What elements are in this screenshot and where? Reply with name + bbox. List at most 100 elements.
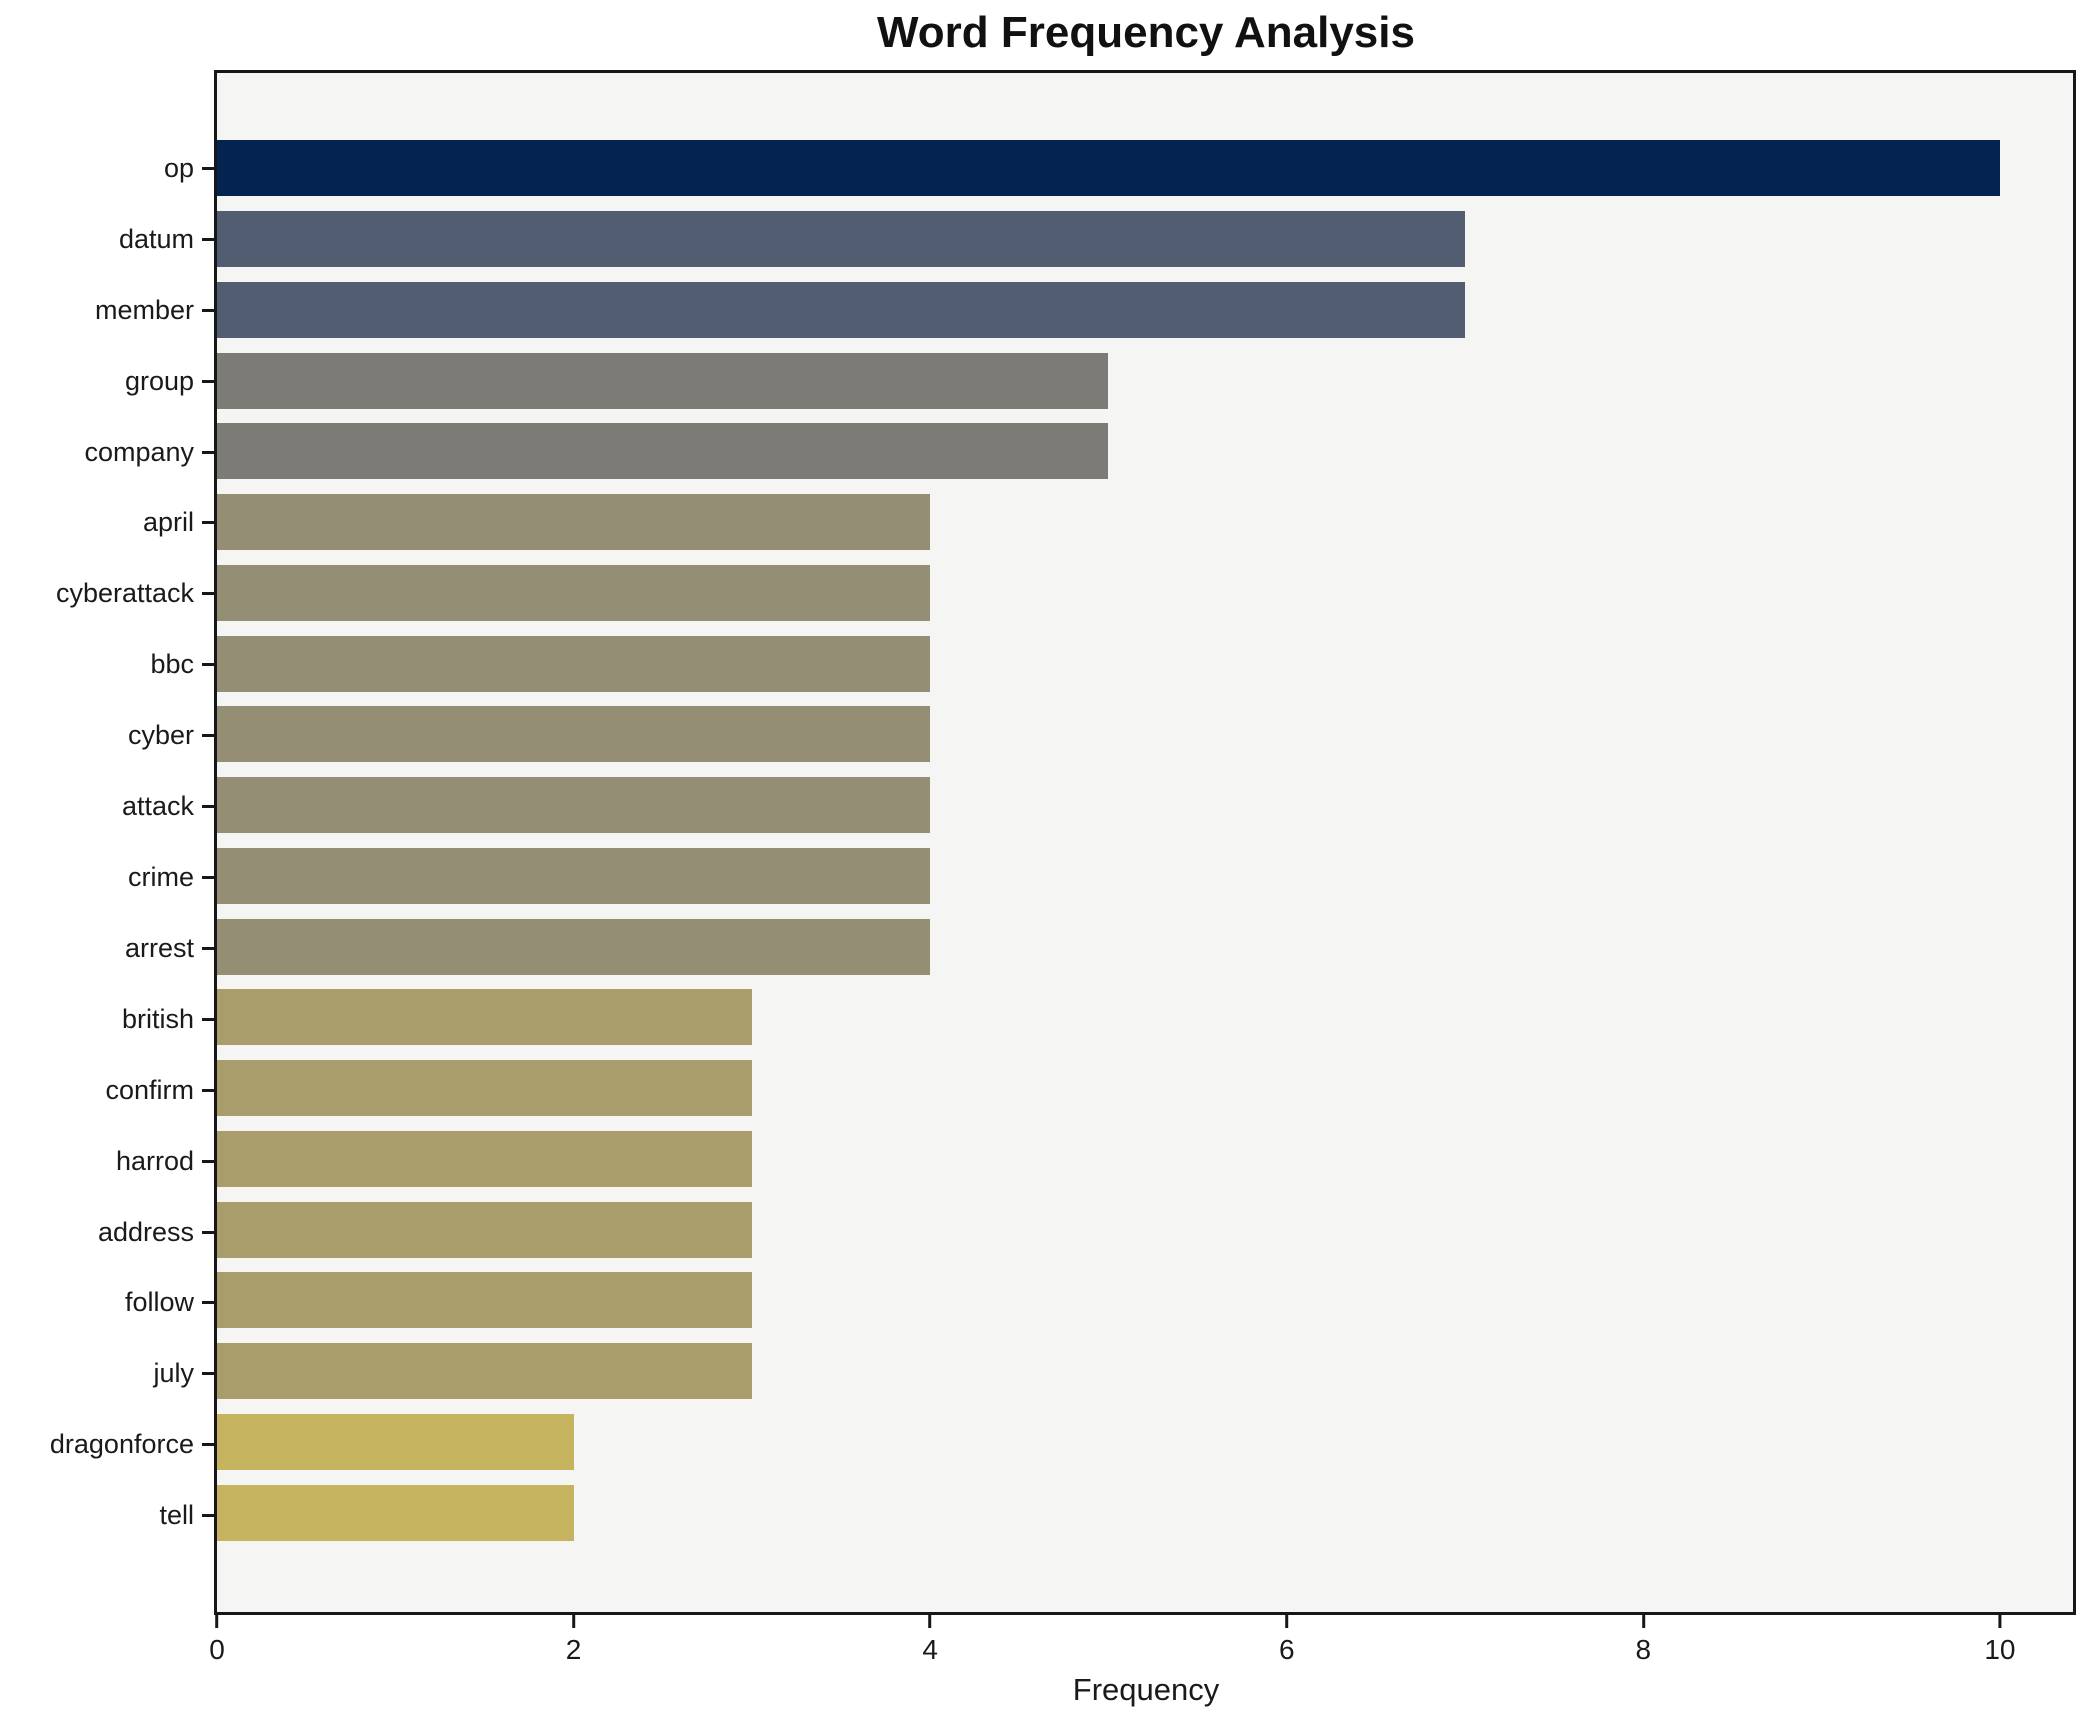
ytick-row-british: british bbox=[0, 984, 214, 1055]
bar-crime bbox=[217, 847, 931, 904]
ytick-row-july: july bbox=[0, 1338, 214, 1409]
bar-address bbox=[217, 1201, 752, 1258]
bar-row-arrest bbox=[217, 911, 2073, 982]
bar-row-british bbox=[217, 982, 2073, 1053]
ytick-mark bbox=[202, 1159, 214, 1163]
ytick-row-group: group bbox=[0, 346, 214, 417]
ytick-label-op: op bbox=[163, 152, 194, 183]
bar-datum bbox=[217, 211, 1466, 268]
bars-region bbox=[217, 133, 2073, 1548]
bar-april bbox=[217, 494, 931, 551]
ytick-mark bbox=[202, 663, 214, 667]
ytick-label-british: british bbox=[121, 1003, 194, 1034]
ytick-row-bbc: bbc bbox=[0, 629, 214, 700]
xtick-6: 6 bbox=[1279, 1615, 1295, 1666]
chart-title: Word Frequency Analysis bbox=[877, 8, 1415, 57]
bar-row-july bbox=[217, 1336, 2073, 1407]
ytick-label-company: company bbox=[84, 436, 194, 467]
bar-row-address bbox=[217, 1194, 2073, 1265]
ytick-label-group: group bbox=[124, 365, 194, 396]
bar-arrest bbox=[217, 918, 931, 975]
bar-tell bbox=[217, 1484, 574, 1541]
bar-row-crime bbox=[217, 841, 2073, 912]
ytick-label-harrod: harrod bbox=[115, 1145, 194, 1176]
bar-row-confirm bbox=[217, 1053, 2073, 1124]
ytick-mark bbox=[202, 1088, 214, 1092]
ytick-mark bbox=[202, 308, 214, 312]
xtick-label-0: 0 bbox=[209, 1634, 225, 1665]
xtick-label-10: 10 bbox=[1984, 1634, 2016, 1665]
ytick-label-attack: attack bbox=[121, 791, 194, 822]
bar-harrod bbox=[217, 1130, 752, 1187]
ytick-mark bbox=[202, 1443, 214, 1447]
bar-row-cyberattack bbox=[217, 558, 2073, 629]
xtick-label-4: 4 bbox=[922, 1634, 938, 1665]
x-axis-ticks: 0 2 4 6 8 10 bbox=[209, 1615, 2073, 1685]
xtick-label-2: 2 bbox=[565, 1634, 582, 1665]
bar-group bbox=[217, 352, 1109, 409]
ytick-mark bbox=[202, 450, 214, 454]
xtick-mark bbox=[1998, 1615, 2002, 1628]
bar-row-op bbox=[217, 133, 2073, 204]
bar-cyber bbox=[217, 706, 931, 763]
ytick-row-op: op bbox=[0, 133, 214, 204]
ytick-label-crime: crime bbox=[128, 862, 194, 893]
bar-confirm bbox=[217, 1060, 752, 1117]
ytick-row-confirm: confirm bbox=[0, 1055, 214, 1126]
ytick-label-follow: follow bbox=[124, 1287, 194, 1318]
ytick-label-april: april bbox=[142, 507, 194, 538]
bar-company bbox=[217, 423, 1109, 480]
ytick-mark bbox=[202, 1230, 214, 1234]
xtick-4: 4 bbox=[922, 1615, 938, 1666]
ytick-mark bbox=[202, 379, 214, 383]
ytick-row-april: april bbox=[0, 488, 214, 559]
ytick-row-datum: datum bbox=[0, 204, 214, 275]
y-axis-tick-labels: op datum member group company april cyberattac… bbox=[0, 133, 214, 1551]
ytick-label-bbc: bbc bbox=[150, 649, 194, 680]
ytick-row-attack: attack bbox=[0, 771, 214, 842]
bar-cyberattack bbox=[217, 564, 931, 621]
ytick-row-arrest: arrest bbox=[0, 913, 214, 984]
xtick-mark bbox=[215, 1615, 219, 1628]
bar-row-tell bbox=[217, 1477, 2073, 1548]
bar-july bbox=[217, 1343, 752, 1400]
bar-dragonforce bbox=[217, 1413, 574, 1470]
bar-row-dragonforce bbox=[217, 1407, 2073, 1478]
xtick-mark bbox=[572, 1615, 576, 1628]
bar-row-attack bbox=[217, 770, 2073, 841]
xtick-label-8: 8 bbox=[1635, 1634, 1652, 1665]
ytick-row-cyberattack: cyberattack bbox=[0, 558, 214, 629]
xtick-mark bbox=[928, 1615, 932, 1628]
bar-row-member bbox=[217, 275, 2073, 346]
bar-bbc bbox=[217, 635, 931, 692]
ytick-label-july: july bbox=[153, 1358, 194, 1389]
bar-row-harrod bbox=[217, 1124, 2073, 1195]
bar-attack bbox=[217, 777, 931, 834]
bar-row-company bbox=[217, 416, 2073, 487]
bar-row-april bbox=[217, 487, 2073, 558]
ytick-row-company: company bbox=[0, 417, 214, 488]
ytick-label-confirm: confirm bbox=[105, 1074, 194, 1105]
ytick-mark bbox=[202, 592, 214, 596]
bar-british bbox=[217, 989, 752, 1046]
ytick-mark bbox=[202, 521, 214, 525]
x-axis-title: Frequency bbox=[1072, 1672, 1220, 1707]
xtick-mark bbox=[1285, 1615, 1289, 1628]
ytick-row-cyber: cyber bbox=[0, 700, 214, 771]
ytick-label-datum: datum bbox=[118, 223, 194, 254]
ytick-row-crime: crime bbox=[0, 842, 214, 913]
ytick-row-harrod: harrod bbox=[0, 1126, 214, 1197]
ytick-label-cyber: cyber bbox=[127, 720, 194, 751]
ytick-label-member: member bbox=[94, 294, 194, 325]
ytick-row-member: member bbox=[0, 275, 214, 346]
bar-op bbox=[217, 140, 2000, 197]
ytick-label-arrest: arrest bbox=[124, 932, 194, 963]
ytick-label-cyberattack: cyberattack bbox=[55, 578, 194, 609]
ytick-mark bbox=[202, 876, 214, 880]
ytick-mark bbox=[202, 237, 214, 241]
bar-row-group bbox=[217, 345, 2073, 416]
xtick-label-6: 6 bbox=[1278, 1634, 1295, 1665]
ytick-mark bbox=[202, 1514, 214, 1518]
bar-follow bbox=[217, 1272, 752, 1329]
ytick-mark bbox=[202, 805, 214, 809]
